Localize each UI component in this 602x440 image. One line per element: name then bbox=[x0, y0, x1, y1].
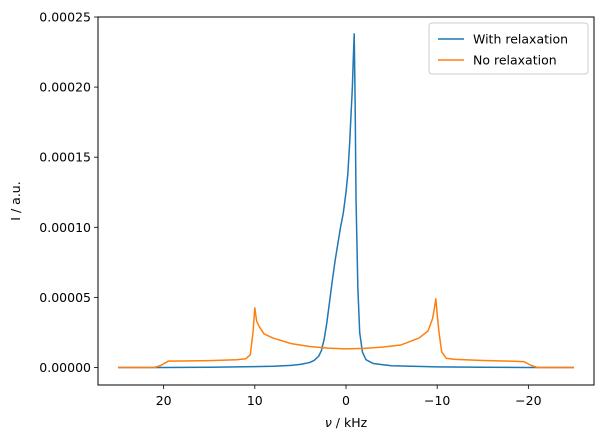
x-tick-label: 10 bbox=[247, 393, 263, 408]
legend-label: No relaxation bbox=[473, 53, 557, 68]
legend-box bbox=[428, 22, 589, 75]
x-axis-symbol: ν bbox=[325, 415, 332, 430]
y-axis-label: I / a.u. bbox=[8, 181, 23, 220]
x-tick-label: 20 bbox=[156, 393, 172, 408]
x-tick-label: −10 bbox=[424, 393, 450, 408]
x-tick-label: −20 bbox=[515, 393, 541, 408]
x-tick-label: 0 bbox=[342, 393, 350, 408]
x-axis-ticks: 20 10 0 −10 −20 bbox=[156, 385, 542, 408]
series-line-2 bbox=[118, 298, 574, 369]
y-tick-label: 0.00020 bbox=[39, 80, 91, 95]
x-axis-unit: / kHz bbox=[332, 415, 368, 430]
y-axis-ticks: 0.00000 0.00005 0.00010 0.00015 0.00020 0.000… bbox=[39, 10, 98, 375]
y-tick-label: 0.00025 bbox=[39, 10, 91, 25]
legend: With relaxation No relaxation bbox=[428, 22, 589, 75]
y-tick-label: 0.00000 bbox=[39, 360, 91, 375]
y-tick-label: 0.00005 bbox=[39, 290, 91, 305]
legend-label: With relaxation bbox=[473, 32, 568, 47]
y-tick-label: 0.00010 bbox=[39, 220, 91, 235]
y-tick-label: 0.00015 bbox=[39, 150, 91, 165]
series-line-1 bbox=[118, 33, 574, 369]
series-lines bbox=[118, 33, 574, 369]
x-axis-label: ν / kHz bbox=[325, 415, 368, 430]
